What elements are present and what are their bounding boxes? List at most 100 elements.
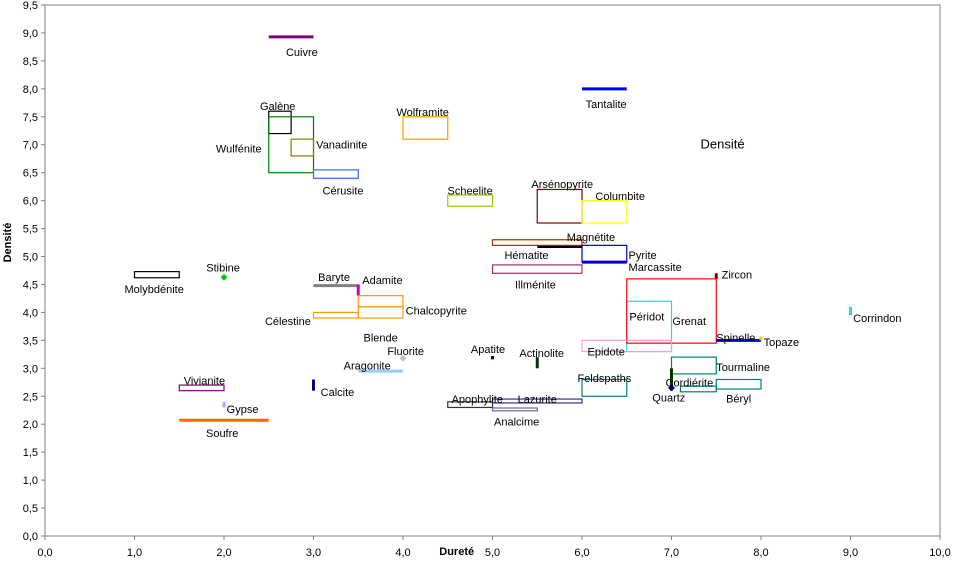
mineral-marks: [133, 35, 852, 422]
mineral-label: Cordiérite: [666, 377, 714, 389]
mineral-label: Quartz: [652, 392, 685, 404]
mineral-label: Lazurite: [518, 394, 557, 406]
y-tick-label: 8,5: [23, 56, 38, 68]
x-tick-label: 10,0: [929, 547, 950, 559]
mineral-label: Galène: [260, 101, 295, 113]
y-tick-label: 9,5: [23, 0, 38, 12]
mark-vivianite: [178, 384, 225, 392]
mineral-label: Chalcopyrite: [406, 306, 467, 318]
mineral-label: Magnétite: [567, 232, 615, 244]
mark-hematite: [491, 239, 583, 246]
y-tick-label: 8,0: [23, 84, 38, 96]
mark-stibine: [220, 273, 228, 281]
mineral-label: Topaze: [764, 337, 799, 349]
mark-feldspaths: [581, 378, 628, 397]
mark-illmenite: [491, 264, 583, 274]
x-tick-label: 6,0: [574, 547, 589, 559]
mark-beryl: [715, 378, 762, 390]
mineral-label: Gypse: [227, 404, 259, 416]
y-tick-label: 0,0: [23, 531, 38, 543]
y-axis-title: Densité: [2, 223, 14, 263]
y-tick-label: 2,0: [23, 419, 38, 431]
x-tick-label: 5,0: [485, 547, 500, 559]
mark-tourmaline: [670, 356, 717, 375]
mineral-label: Columbite: [595, 191, 645, 203]
x-tick-label: 9,0: [843, 547, 858, 559]
y-tick-label: 3,0: [23, 363, 38, 375]
axes: 0,0 1,0 2,0 3,0 4,0 5,0 6,0 7,0 8,0 9,0 10,0 0,0 0,5…: [23, 0, 951, 559]
y-tick-label: 2,5: [23, 391, 38, 403]
x-axis-title: Dureté: [439, 546, 474, 558]
mark-peridot: [626, 300, 673, 353]
y-tick-label: 7,5: [23, 112, 38, 124]
mineral-label: Adamite: [362, 275, 402, 287]
mark-galene: [268, 110, 292, 135]
mineral-label: Hématite: [504, 250, 548, 262]
mineral-label: Cuivre: [286, 47, 318, 59]
mineral-label: Spinelle: [716, 333, 755, 345]
mineral-label: Actinolite: [519, 348, 564, 360]
mineral-label: Molybdénite: [125, 284, 184, 296]
mineral-label: Corrindon: [853, 313, 901, 325]
mark-molybdenite: [133, 271, 180, 279]
x-tick-label: 4,0: [395, 547, 410, 559]
x-tick-label: 1,0: [127, 547, 142, 559]
mineral-label: Illménite: [515, 279, 556, 291]
y-tick-label: 7,0: [23, 140, 38, 152]
mark-apophylite: [447, 401, 494, 409]
mark-scheelite: [447, 194, 494, 207]
mineral-label: Célestine: [265, 316, 311, 328]
mineral-label: Wulfénite: [216, 144, 262, 156]
y-tick-label: 5,0: [23, 252, 38, 264]
y-tick-label: 5,5: [23, 224, 38, 236]
x-tick-label: 0,0: [37, 547, 52, 559]
mineral-label: Béryl: [726, 393, 751, 405]
mineral-label: Epidote: [588, 347, 625, 359]
mineral-label: Aragonite: [344, 361, 391, 373]
mineral-label: Scheelite: [447, 186, 492, 198]
mineral-label: Grenat: [672, 316, 706, 328]
y-tick-label: 1,5: [23, 447, 38, 459]
x-tick-label: 2,0: [216, 547, 231, 559]
y-tick-label: 0,5: [23, 503, 38, 515]
mineral-labels: Cuivre Tantalite Galène Wulfénite Vanadinite…: [125, 47, 902, 440]
x-tick-label: 3,0: [306, 547, 321, 559]
y-tick-label: 9,0: [23, 28, 38, 40]
x-tick-label: 7,0: [664, 547, 679, 559]
mineral-label: Blende: [363, 333, 397, 345]
mineral-label: Soufre: [206, 428, 238, 440]
mineral-label: Cérusite: [323, 186, 364, 198]
mineral-label: Apatite: [471, 344, 505, 356]
y-tick-label: 3,5: [23, 335, 38, 347]
mineral-label: Apophylite: [452, 394, 503, 406]
mineral-label: Arsénopyrite: [531, 179, 593, 191]
mineral-label: Péridot: [629, 311, 664, 323]
mineral-label: Pyrite: [629, 250, 657, 262]
mark-cerusite: [312, 169, 359, 179]
mineral-label: Tantalite: [586, 99, 627, 111]
mark-pyrite: [581, 244, 628, 263]
mineral-label: Marcassite: [629, 262, 682, 274]
mineral-label: Tourmaline: [716, 362, 770, 374]
mark-epidote: [581, 339, 673, 353]
mark-vanadinite: [290, 138, 315, 157]
mineral-label: Zircon: [722, 269, 753, 281]
mineral-label: Feldspaths: [577, 373, 631, 385]
mineral-label: Vivianite: [184, 376, 225, 388]
mark-celestine: [312, 311, 359, 319]
mark-chalcopyrite: [357, 295, 404, 308]
y-tick-label: 4,0: [23, 307, 38, 319]
mark-columbite: [581, 200, 628, 224]
mineral-label: Fluorite: [387, 346, 424, 358]
mark-analcime: [491, 407, 538, 412]
mark-arsenopyrite: [536, 188, 583, 224]
y-tick-label: 6,5: [23, 168, 38, 180]
x-tick-label: 8,0: [753, 547, 768, 559]
y-tick-label: 4,5: [23, 279, 38, 291]
mineral-label: Wolframite: [397, 107, 449, 119]
chart-annotation: Densité: [700, 137, 744, 152]
mark-blende: [357, 306, 404, 319]
mineral-label: Calcite: [321, 387, 355, 399]
y-tick-label: 1,0: [23, 475, 38, 487]
